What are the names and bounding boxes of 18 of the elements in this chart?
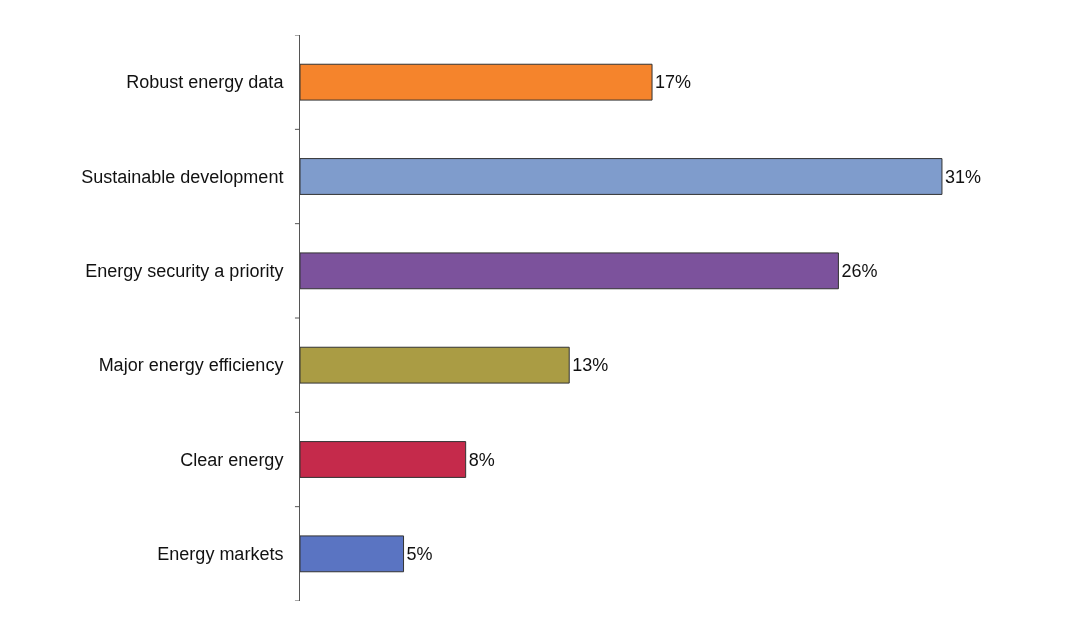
bar — [300, 346, 570, 384]
data-label: 26% — [841, 260, 878, 281]
y-tick-label: Robust energy data — [126, 72, 285, 93]
data-label: 5% — [406, 543, 433, 564]
y-tick-label: Major energy efficiency — [98, 355, 284, 376]
data-label: 13% — [572, 355, 609, 376]
bar — [300, 158, 943, 195]
y-tick-label: Clear energy — [180, 449, 284, 470]
data-label: 8% — [468, 449, 495, 470]
y-tick-label: Energy security a priority — [85, 261, 284, 282]
bar — [300, 63, 653, 101]
data-label: 17% — [655, 72, 692, 93]
data-label: 31% — [944, 166, 981, 187]
y-tick-label: Energy markets — [157, 544, 284, 565]
y-tick-label: Sustainable development — [81, 166, 284, 187]
bar — [300, 441, 467, 478]
bar — [300, 252, 839, 290]
bar — [300, 535, 405, 573]
